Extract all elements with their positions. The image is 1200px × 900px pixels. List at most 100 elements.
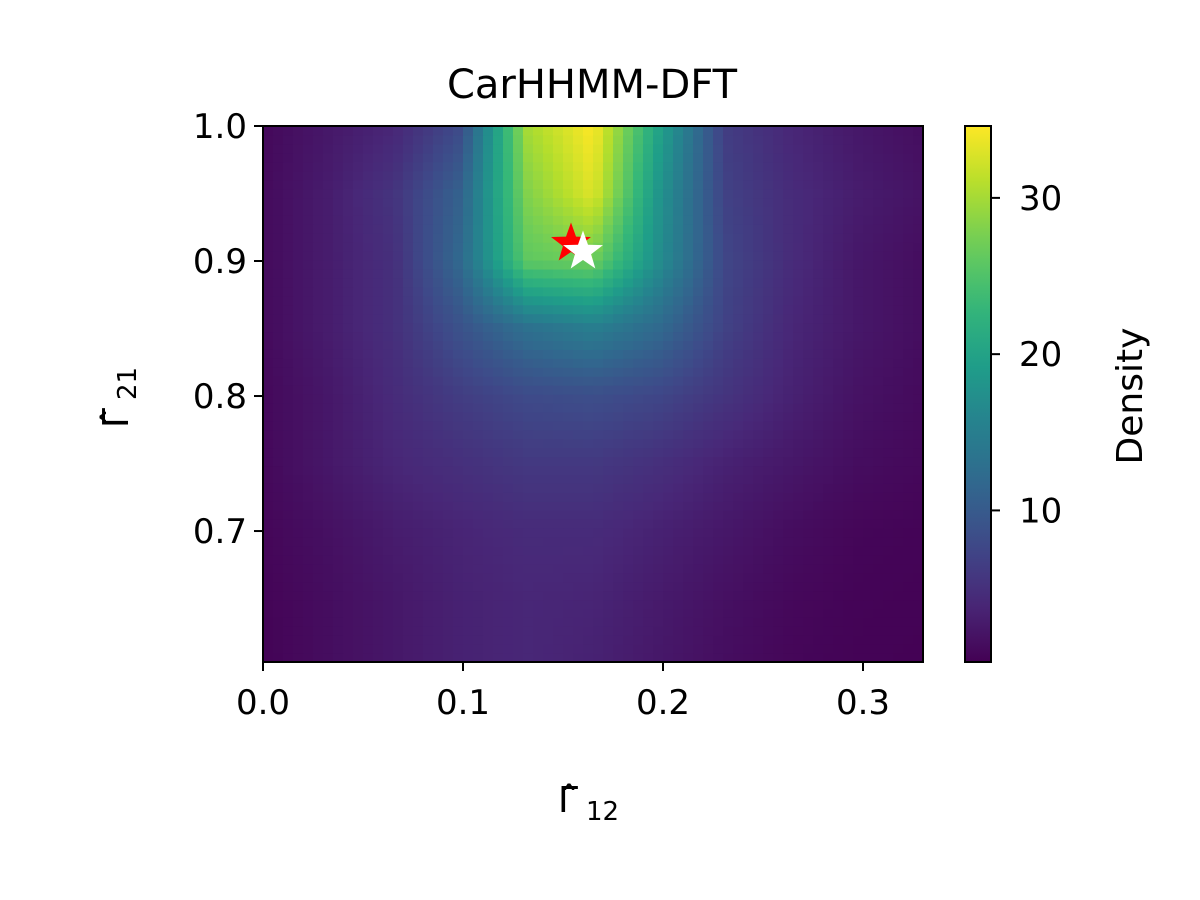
heatmap-cell (833, 626, 844, 636)
heatmap-cell (323, 474, 334, 484)
heatmap-cell (413, 554, 424, 565)
heatmap-cell (543, 161, 554, 172)
heatmap-cell (263, 367, 274, 377)
heatmap-cell (823, 492, 834, 502)
heatmap-cell (903, 304, 914, 315)
heatmap-cell (363, 358, 374, 368)
heatmap-cell (463, 456, 474, 467)
heatmap-cell (763, 429, 774, 440)
heatmap-cell (903, 465, 914, 475)
heatmap-cell (633, 286, 644, 297)
heatmap-cell (843, 170, 854, 181)
heatmap-cell (743, 590, 754, 601)
heatmap-cell (873, 590, 884, 601)
heatmap-cell (623, 170, 634, 181)
heatmap-cell (743, 349, 754, 359)
heatmap-cell (673, 376, 684, 386)
heatmap-cell (863, 349, 874, 359)
heatmap-cell (393, 545, 404, 556)
heatmap-cell (633, 152, 644, 163)
heatmap-cell (623, 644, 634, 654)
heatmap-cell (563, 465, 574, 475)
heatmap-cell (723, 233, 734, 243)
heatmap-cell (653, 349, 664, 359)
heatmap-cell (273, 358, 284, 368)
heatmap-cell (653, 322, 664, 333)
heatmap-cell (483, 447, 494, 458)
heatmap-cell (533, 590, 544, 601)
heatmap-cell (393, 233, 404, 243)
heatmap-cell (883, 519, 894, 529)
heatmap-cell (603, 197, 614, 207)
heatmap-cell (863, 554, 874, 565)
heatmap-cell (803, 510, 814, 520)
heatmap-cell (343, 590, 354, 601)
heatmap-cell (523, 304, 534, 315)
heatmap-cell (893, 617, 904, 627)
heatmap-cell (403, 295, 414, 306)
heatmap-cell (793, 322, 804, 333)
heatmap-cell (413, 563, 424, 574)
heatmap-cell (513, 492, 524, 502)
heatmap-cell (763, 545, 774, 556)
heatmap-cell (523, 126, 534, 136)
heatmap-cell (773, 653, 784, 663)
heatmap-cell (403, 411, 414, 422)
heatmap-cell (773, 474, 784, 484)
heatmap-cell (443, 474, 454, 484)
heatmap-cell (293, 161, 304, 172)
heatmap-cell (273, 626, 284, 636)
heatmap-cell (443, 563, 454, 574)
heatmap-cell (353, 286, 364, 297)
heatmap-cell (883, 197, 894, 207)
heatmap-cell (663, 608, 674, 618)
heatmap-cell (723, 340, 734, 350)
heatmap-cell (823, 233, 834, 243)
heatmap-cell (863, 483, 874, 493)
heatmap-cell (783, 545, 794, 556)
heatmap-cell (603, 215, 614, 225)
heatmap-cell (913, 170, 924, 181)
heatmap-cell (553, 599, 564, 609)
heatmap-cell (453, 340, 464, 350)
heatmap-cell (793, 268, 804, 279)
heatmap-cell (583, 563, 594, 574)
heatmap-cell (343, 260, 354, 270)
heatmap-cell (743, 644, 754, 654)
heatmap-cell (373, 501, 384, 511)
heatmap-cell (593, 376, 604, 386)
heatmap-cell (893, 152, 904, 163)
heatmap-cell (433, 510, 444, 520)
heatmap-cell (663, 456, 674, 467)
heatmap-cell (673, 608, 684, 618)
heatmap-cell (373, 536, 384, 547)
heatmap-cell (593, 474, 604, 484)
heatmap-cell (333, 510, 344, 520)
heatmap-cell (893, 429, 904, 440)
heatmap-cell (323, 268, 334, 279)
heatmap-cell (783, 286, 794, 297)
heatmap-cell (663, 358, 674, 368)
heatmap-cell (483, 331, 494, 341)
heatmap-cell (423, 206, 434, 216)
heatmap-cell (473, 519, 484, 529)
heatmap-cell (703, 465, 714, 475)
heatmap-cell (563, 215, 574, 225)
heatmap-cell (593, 126, 604, 136)
heatmap-cell (593, 304, 604, 315)
heatmap-cell (533, 260, 544, 270)
heatmap-cell (353, 197, 364, 207)
heatmap-cell (903, 188, 914, 199)
heatmap-cell (703, 251, 714, 261)
heatmap-cell (513, 385, 524, 395)
heatmap-cell (443, 179, 454, 190)
heatmap-cell (793, 170, 804, 181)
heatmap-cell (553, 420, 564, 431)
heatmap-cell (383, 134, 394, 145)
heatmap-cell (523, 528, 534, 538)
heatmap-cell (893, 367, 904, 377)
heatmap-cell (483, 277, 494, 288)
heatmap-cell (423, 277, 434, 288)
heatmap-cell (543, 260, 554, 270)
